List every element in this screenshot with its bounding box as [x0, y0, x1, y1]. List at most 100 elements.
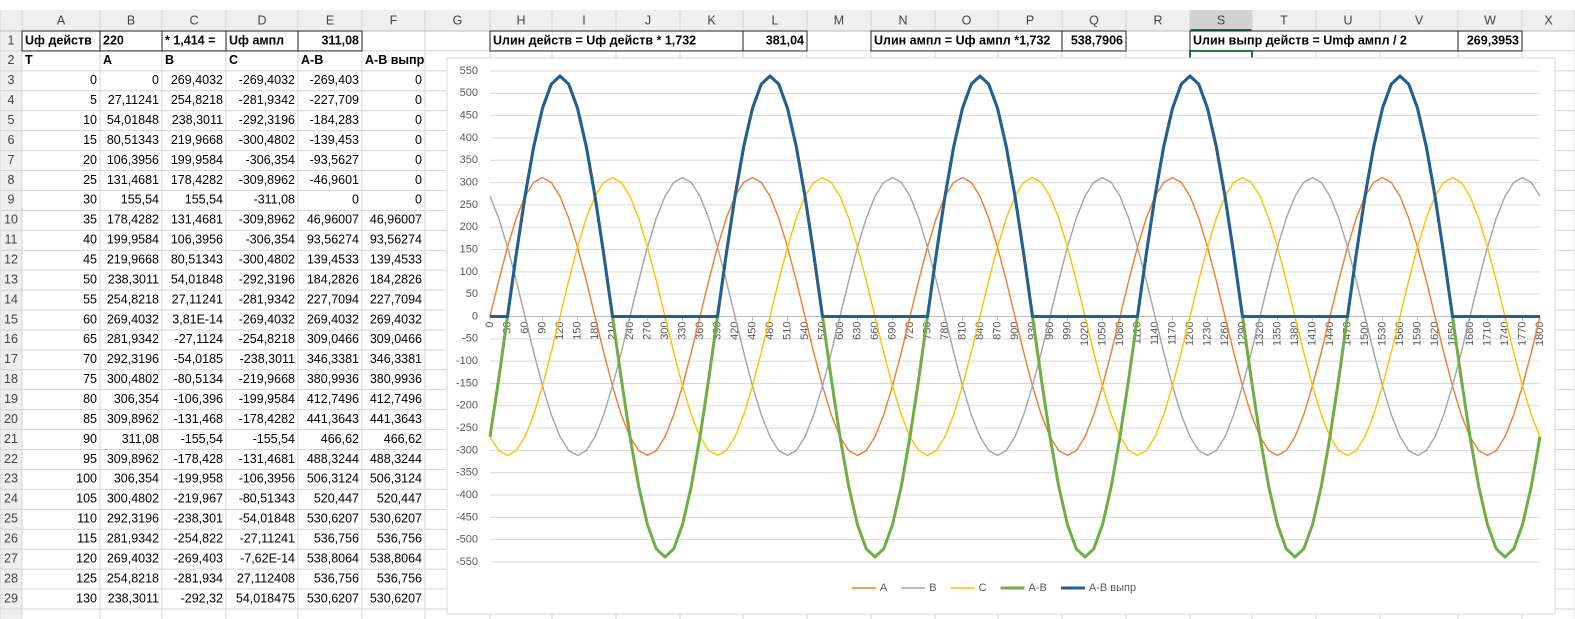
cell-value[interactable]: 536,756: [314, 532, 359, 546]
cell-value[interactable]: 219,9668: [171, 133, 223, 147]
column-title-cell[interactable]: A: [103, 53, 112, 67]
column-header[interactable]: A: [57, 13, 66, 27]
cell-value[interactable]: 238,3011: [172, 113, 223, 127]
cell-value[interactable]: 0: [90, 73, 97, 87]
cell-value[interactable]: 40: [83, 233, 97, 247]
cell-value[interactable]: -281,934: [174, 571, 223, 585]
cell-value[interactable]: -309,8962: [239, 173, 295, 187]
cell-value[interactable]: 300,4802: [107, 492, 159, 506]
cell-text[interactable]: 381,04: [766, 33, 804, 47]
column-header[interactable]: L: [772, 13, 779, 27]
cell-value[interactable]: 292,3196: [107, 352, 159, 366]
row-header[interactable]: 3: [8, 73, 15, 87]
column-header[interactable]: J: [645, 13, 651, 27]
cell-value[interactable]: 46,96007: [370, 213, 422, 227]
legend-label[interactable]: A-B выпр: [1089, 582, 1136, 594]
cell-text[interactable]: 269,3953: [1467, 33, 1519, 47]
row-header[interactable]: 1: [8, 33, 15, 47]
cell-text[interactable]: 311,08: [321, 33, 359, 47]
cell-value[interactable]: 0: [415, 173, 422, 187]
cell-value[interactable]: 346,3381: [307, 352, 359, 366]
cell-value[interactable]: 281,9342: [107, 532, 159, 546]
column-header[interactable]: D: [257, 13, 266, 27]
column-header[interactable]: C: [189, 13, 198, 27]
cell-value[interactable]: 139,4533: [370, 252, 422, 266]
cell-value[interactable]: 199,9584: [171, 153, 223, 167]
cell-value[interactable]: 50: [83, 272, 97, 286]
cell-value[interactable]: 131,4681: [171, 213, 223, 227]
cell-value[interactable]: 306,354: [114, 392, 159, 406]
cell-text[interactable]: Uф действ: [25, 33, 92, 47]
cell-value[interactable]: 45: [83, 252, 97, 266]
cell-value[interactable]: 506,3124: [307, 472, 359, 486]
cell-value[interactable]: -281,9342: [239, 93, 295, 107]
row-header[interactable]: 5: [8, 113, 15, 127]
column-header[interactable]: P: [1026, 13, 1034, 27]
column-header[interactable]: R: [1153, 13, 1162, 27]
column-title-cell[interactable]: B: [165, 53, 174, 67]
column-header[interactable]: T: [1280, 13, 1288, 27]
cell-value[interactable]: 178,4282: [107, 213, 159, 227]
cell-value[interactable]: 55: [83, 292, 97, 306]
cell-value[interactable]: -306,354: [246, 153, 295, 167]
legend-label[interactable]: B: [929, 582, 936, 594]
cell-text[interactable]: Uлин ампл = Uф ампл *1,732: [874, 33, 1050, 47]
cell-value[interactable]: -306,354: [246, 233, 295, 247]
cell-value[interactable]: 380,9936: [307, 372, 359, 386]
cell-value[interactable]: 380,9936: [370, 372, 422, 386]
row-header[interactable]: 25: [4, 512, 18, 526]
cell-value[interactable]: 105: [76, 492, 97, 506]
cell-value[interactable]: 269,4032: [107, 551, 159, 565]
cell-value[interactable]: -254,8218: [239, 332, 295, 346]
cell-value[interactable]: 25: [83, 173, 97, 187]
cell-value[interactable]: 536,756: [314, 571, 359, 585]
cell-value[interactable]: 70: [83, 352, 97, 366]
cell-value[interactable]: 441,3643: [370, 412, 422, 426]
cell-value[interactable]: 155,54: [185, 193, 223, 207]
cell-value[interactable]: -27,1124: [175, 332, 223, 346]
cell-text[interactable]: 538,7906: [1071, 33, 1123, 47]
cell-value[interactable]: 110: [77, 512, 97, 526]
cell-value[interactable]: 538,8064: [307, 551, 359, 565]
cell-value[interactable]: 80: [83, 392, 97, 406]
cell-value[interactable]: 15: [83, 133, 97, 147]
row-header[interactable]: 29: [4, 591, 18, 605]
row-header[interactable]: 17: [4, 352, 18, 366]
cell-value[interactable]: 106,3956: [171, 233, 223, 247]
cell-value[interactable]: 125: [76, 571, 97, 585]
cell-value[interactable]: 530,6207: [370, 512, 422, 526]
cell-value[interactable]: 0: [415, 153, 422, 167]
cell-value[interactable]: -184,283: [310, 113, 359, 127]
cell-value[interactable]: 309,0466: [307, 332, 359, 346]
cell-value[interactable]: -155,54: [181, 432, 223, 446]
cell-value[interactable]: -54,0185: [174, 352, 223, 366]
cell-value[interactable]: 80,51343: [107, 133, 159, 147]
cell-value[interactable]: 441,3643: [307, 412, 359, 426]
cell-value[interactable]: 346,3381: [370, 352, 422, 366]
cell-value[interactable]: 530,6207: [307, 591, 359, 605]
row-header[interactable]: 24: [4, 492, 18, 506]
cell-value[interactable]: 536,756: [377, 532, 422, 546]
cell-value[interactable]: 5: [90, 93, 97, 107]
column-header[interactable]: N: [898, 13, 907, 27]
cell-value[interactable]: 412,7496: [307, 392, 359, 406]
column-title-cell[interactable]: A-B: [301, 53, 323, 67]
cell-value[interactable]: 269,4032: [107, 312, 159, 326]
cell-value[interactable]: 65: [83, 332, 97, 346]
cell-value[interactable]: 466,62: [384, 432, 422, 446]
column-header[interactable]: K: [707, 13, 716, 27]
cell-value[interactable]: 30: [83, 193, 97, 207]
column-header[interactable]: G: [453, 13, 463, 27]
cell-value[interactable]: 269,4032: [171, 73, 223, 87]
cell-value[interactable]: 178,4282: [171, 173, 223, 187]
cell-value[interactable]: 27,11241: [172, 292, 223, 306]
cell-value[interactable]: 184,2826: [370, 272, 422, 286]
cell-value[interactable]: -131,468: [174, 412, 223, 426]
cell-value[interactable]: 20: [83, 153, 97, 167]
cell-value[interactable]: -80,5134: [174, 372, 223, 386]
column-header[interactable]: Q: [1089, 13, 1099, 27]
cell-value[interactable]: 199,9584: [107, 233, 159, 247]
cell-value[interactable]: 0: [152, 73, 159, 87]
column-title-cell[interactable]: T: [25, 53, 33, 67]
cell-value[interactable]: 106,3956: [107, 153, 159, 167]
